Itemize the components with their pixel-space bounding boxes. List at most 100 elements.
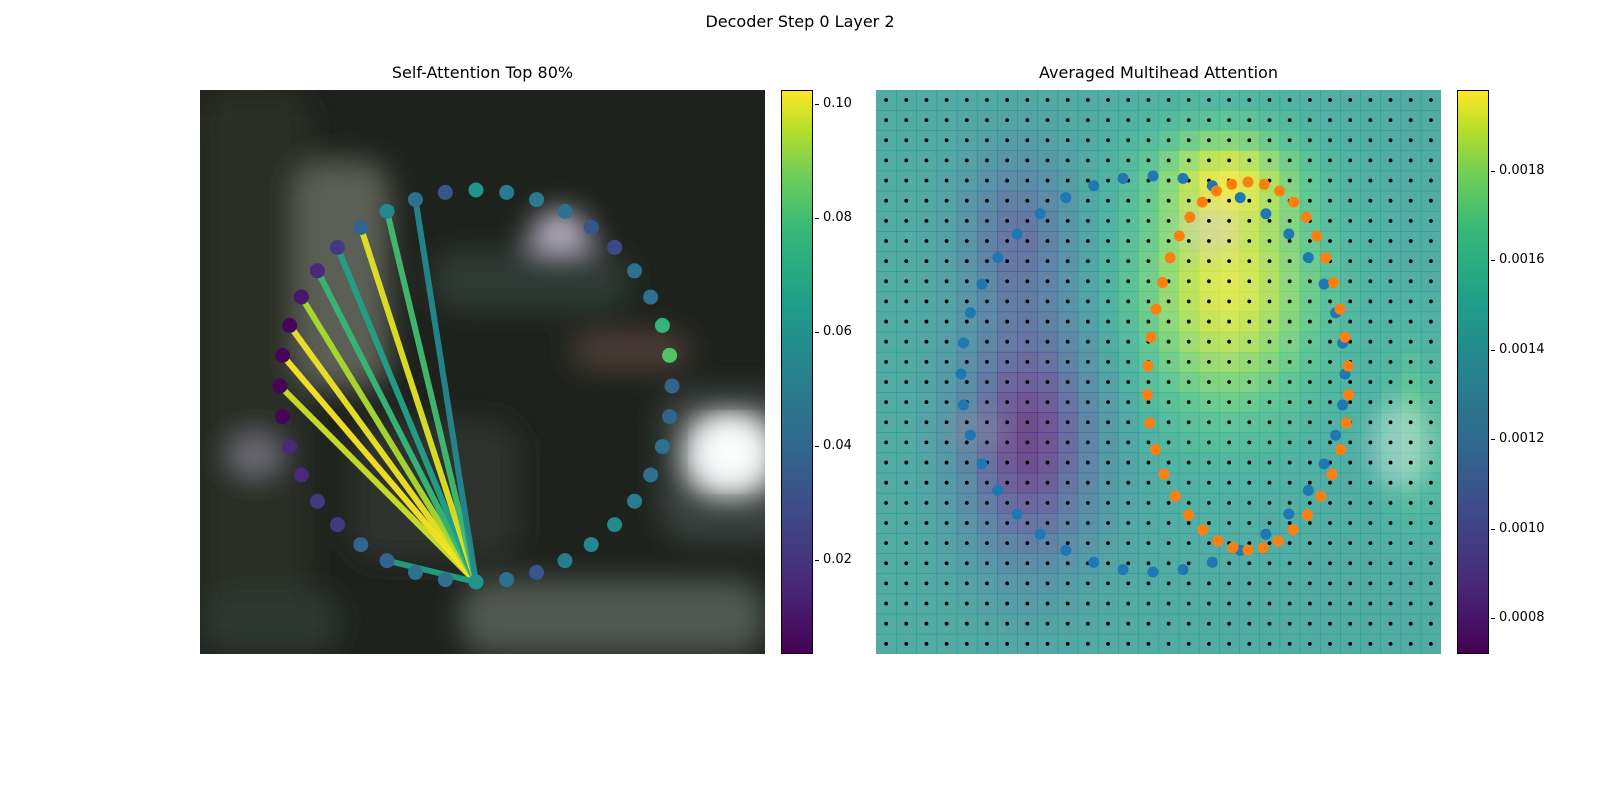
grid-dot (1227, 239, 1232, 243)
grid-dot (1227, 279, 1232, 284)
grid-dot (1005, 339, 1010, 344)
ring-point (353, 537, 369, 553)
grid-dot (985, 440, 989, 445)
grid-dot (1247, 460, 1252, 465)
grid-dot (1166, 561, 1171, 566)
grid-dot (1025, 440, 1030, 445)
grid-dot (1146, 400, 1151, 405)
self-attention-panel (200, 90, 765, 654)
grid-dot (1166, 581, 1171, 586)
grid-dot (985, 420, 989, 425)
grid-dot (884, 380, 888, 384)
grid-dot (1025, 319, 1030, 324)
blue-points (955, 170, 1351, 578)
grid-dot (985, 380, 989, 384)
grid-dot (1408, 460, 1413, 465)
grid-dot (964, 239, 969, 243)
grid-dot (1106, 420, 1110, 425)
grid-dot (1005, 178, 1010, 183)
grid-dot (924, 621, 929, 626)
grid-dot (1368, 500, 1373, 505)
grid-dot (1267, 601, 1272, 606)
blue-point (1011, 508, 1023, 520)
grid-dot (1166, 500, 1171, 505)
grid-dot (944, 98, 949, 102)
grid-dot (1065, 521, 1070, 525)
grid-dot (1408, 400, 1413, 405)
ring-point (607, 239, 623, 255)
grid-dot (985, 218, 989, 223)
grid-dot (1106, 98, 1110, 102)
grid-dot (1348, 319, 1353, 324)
grid-dot (1045, 621, 1050, 626)
grid-dot (1388, 279, 1393, 284)
grid-dot (1287, 299, 1292, 304)
grid-dot (1408, 198, 1413, 203)
ring-point (379, 553, 395, 569)
grid-dot (924, 98, 929, 102)
orange-point (1326, 468, 1338, 480)
grid-dot (1227, 359, 1232, 364)
grid-dots (884, 98, 1433, 646)
grid-dot (1065, 460, 1070, 465)
grid-dot (1166, 359, 1171, 364)
colorbar-tick-label: 0.06 (815, 324, 852, 340)
blue-point (1302, 484, 1314, 496)
orange-point (1173, 230, 1185, 242)
grid-dot (1146, 440, 1151, 445)
grid-dot (1368, 561, 1373, 566)
grid-dot (1106, 198, 1110, 203)
attention-line (287, 323, 479, 584)
grid-dot (1267, 500, 1272, 505)
attention-line (298, 295, 479, 584)
grid-dot (1328, 239, 1332, 243)
grid-dot (1085, 480, 1090, 485)
grid-dot (1207, 400, 1211, 405)
grid-dot (944, 601, 949, 606)
grid-dot (884, 460, 888, 465)
ring-point (607, 517, 623, 533)
grid-dot (1186, 440, 1191, 445)
grid-dot (1388, 561, 1393, 566)
grid-dot (1328, 521, 1332, 525)
self-attention-colorbar (781, 90, 813, 654)
grid-dot (1429, 359, 1433, 364)
ring-point (643, 289, 659, 305)
grid-dot (1368, 198, 1373, 203)
grid-dot (1106, 460, 1110, 465)
grid-dot (1267, 319, 1272, 324)
grid-dot (1045, 541, 1050, 546)
grid-dot (1045, 239, 1050, 243)
grid-dot (1025, 218, 1030, 223)
orange-points (1141, 176, 1355, 556)
grid-dot (1408, 218, 1413, 223)
grid-dot (1207, 581, 1211, 586)
grid-dot (1429, 641, 1433, 646)
grid-dot (904, 440, 909, 445)
grid-dot (1287, 239, 1292, 243)
grid-dot (924, 138, 929, 143)
grid-dot (1408, 339, 1413, 344)
grid-dot (1146, 380, 1151, 384)
grid-dot (1227, 601, 1232, 606)
grid-dot (1025, 299, 1030, 304)
blue-point (964, 429, 976, 441)
blue-point (1318, 458, 1330, 470)
grid-dot (985, 138, 989, 143)
left-panel-title: Self-Attention Top 80% (391, 63, 574, 82)
grid-dot (1388, 198, 1393, 203)
grid-dot (964, 218, 969, 223)
grid-dot (1328, 138, 1332, 143)
grid-dot (1368, 218, 1373, 223)
grid-dot (1166, 440, 1171, 445)
ring-point (407, 564, 423, 580)
grid-dot (1287, 339, 1292, 344)
grid-dot (1106, 218, 1110, 223)
grid-dot (985, 259, 989, 264)
grid-dot (944, 319, 949, 324)
grid-dot (1348, 198, 1353, 203)
grid-dot (985, 118, 989, 123)
grid-dot (904, 601, 909, 606)
grid-dot (964, 601, 969, 606)
grid-dot (1146, 541, 1151, 546)
